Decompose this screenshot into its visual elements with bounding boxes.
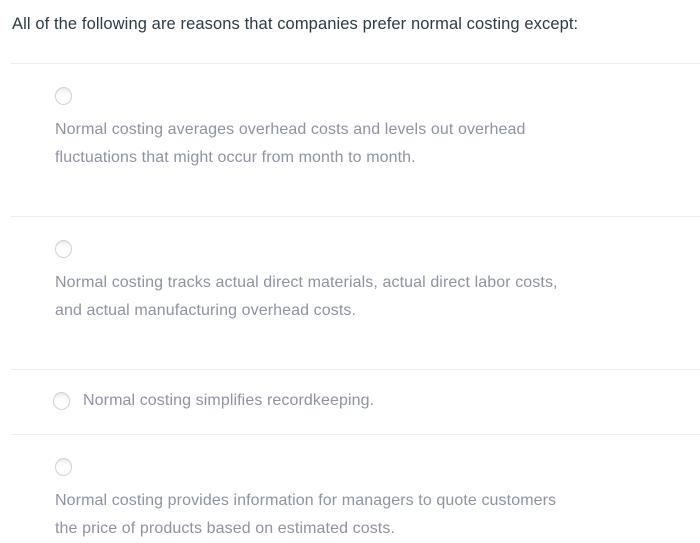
answer-text-line[interactable]: Normal costing averages overhead costs a… bbox=[55, 121, 526, 138]
divider bbox=[11, 63, 700, 64]
answer-option-2[interactable]: Normal costing tracks actual direct mate… bbox=[0, 217, 700, 369]
radio-button[interactable] bbox=[55, 240, 72, 258]
radio-button[interactable] bbox=[55, 87, 72, 105]
answer-text-line[interactable]: Normal costing simplifies recordkeeping. bbox=[83, 392, 375, 409]
radio-button[interactable] bbox=[55, 458, 72, 476]
answer-text-line[interactable]: fluctuations that might occur from month… bbox=[55, 149, 416, 166]
divider bbox=[11, 216, 700, 217]
answer-text-line[interactable]: Normal costing tracks actual direct mate… bbox=[55, 274, 558, 291]
divider bbox=[11, 369, 700, 370]
question-text: All of the following are reasons that co… bbox=[12, 15, 579, 33]
answer-text-line[interactable]: Normal costing provides information for … bbox=[55, 492, 557, 509]
answer-option-3[interactable]: Normal costing simplifies recordkeeping. bbox=[0, 370, 700, 434]
radio-button[interactable] bbox=[53, 392, 70, 410]
answer-text-line[interactable]: and actual manufacturing overhead costs. bbox=[55, 302, 357, 319]
answer-text-line[interactable]: the price of products based on estimated… bbox=[55, 520, 395, 537]
answer-option-1[interactable]: Normal costing averages overhead costs a… bbox=[0, 64, 700, 216]
divider bbox=[11, 434, 700, 435]
